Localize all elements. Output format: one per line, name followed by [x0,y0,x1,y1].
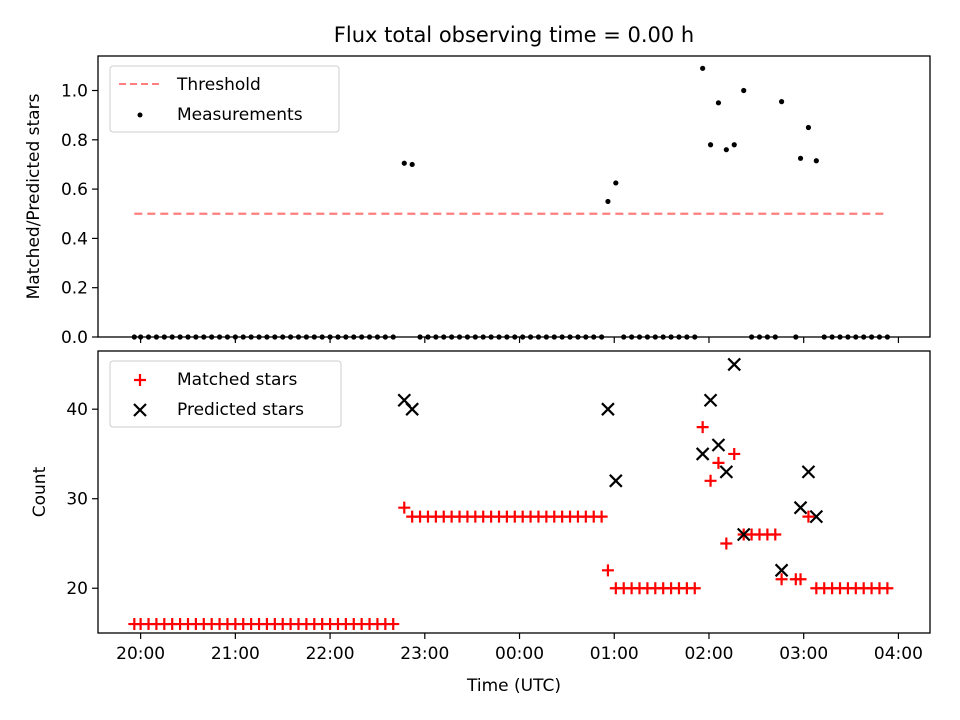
matched-star-marker [704,474,717,487]
matched-star-marker [881,582,894,595]
measurement-point [723,147,729,153]
top-y-tick-label: 0.4 [61,229,88,249]
predicted-star-marker [711,438,726,452]
legend-predicted-label: Predicted stars [177,400,304,420]
bottom-y-tick-label: 30 [66,490,88,510]
legend-measurements-label: Measurements [177,105,303,125]
top-y-tick-label: 0.8 [61,131,88,151]
matched-star-marker [696,421,709,434]
matched-star-marker [802,510,815,523]
bottom-x-tick-label: 04:00 [874,644,923,664]
measurement-point [700,65,706,71]
top-axes: 0.0 0.2 0.4 0.6 0.8 1.0 Matched/Predicted sta… [24,55,931,348]
predicted-star-marker [801,465,816,479]
predicted-star-marker [405,402,419,416]
measurement-point [731,142,737,148]
top-y-tick-label: 0.2 [61,279,88,299]
bottom-x-axis-label: Time (UTC) [466,676,561,696]
bottom-x-tick-label: 21:00 [211,644,260,664]
matched-star-marker [794,573,807,586]
predicted-star-marker [601,402,615,416]
bottom-legend-box [109,360,342,428]
bottom-legend: Matched stars Predicted stars [109,360,342,428]
measurement-point [401,160,407,166]
matched-star-marker [712,456,725,469]
measurement-point [778,99,785,105]
predicted-star-marker [703,393,718,408]
predicted-star-marker [809,509,824,524]
bottom-x-ticks: 20:00 21:00 22:00 23:00 00:00 01:00 02:00 03:00… [116,633,923,664]
measurement-point [797,155,804,161]
legend-matched-label: Matched stars [177,370,297,390]
legend-matched-swatch [134,374,146,386]
matched-star-marker [769,528,782,541]
bottom-x-tick-label: 01:00 [590,644,639,664]
bottom-y-axis-label: Count [30,466,50,517]
predicted-star-marker [719,465,734,479]
legend-predicted-swatch [133,403,147,417]
predicted-star-marker [727,357,742,372]
bottom-x-tick-label: 03:00 [779,644,828,664]
measurement-point [715,100,722,106]
measurement-point [605,198,611,205]
top-x-ticks [140,337,900,343]
matched-star-marker [595,510,608,523]
top-axes-frame [97,55,931,338]
measurement-point [707,142,714,148]
predicted-star-marker [695,447,710,461]
bottom-x-tick-label: 02:00 [684,644,733,664]
matched-star-marker [398,501,411,514]
predicted-star-marker [793,500,808,515]
measurement-point [813,158,819,164]
top-y-tick-label: 0.6 [61,180,88,200]
bottom-axes: 20:00 21:00 22:00 23:00 00:00 01:00 02:00 03:00… [30,350,931,696]
measurement-point [409,161,415,168]
bottom-x-tick-label: 20:00 [116,644,165,664]
top-y-axis-label: Matched/Predicted stars [24,93,44,299]
bottom-x-tick-label: 00:00 [495,644,544,664]
bottom-plot-marks [128,357,894,631]
predicted-star-marker [736,527,751,542]
bottom-x-tick-label: 22:00 [306,644,355,664]
bottom-axes-frame [97,350,931,634]
top-y-ticks: 0.0 0.2 0.4 0.6 0.8 1.0 [61,82,98,348]
bottom-y-tick-label: 40 [66,400,88,420]
matched-star-marker [728,447,741,460]
top-legend-box [109,65,340,133]
predicted-star-marker [774,563,789,578]
measurement-point [741,87,747,94]
top-y-tick-label: 0.0 [61,328,88,348]
measurement-point [613,180,619,186]
matched-star-marker [688,582,701,595]
legend-measurements-swatch [137,112,143,118]
matched-star-marker [720,537,733,550]
top-legend: Threshold Measurements [109,65,340,133]
figure-title: Flux total observing time = 0.00 h [334,23,694,47]
legend-threshold-label: Threshold [176,75,261,95]
matched-star-marker [775,573,788,586]
matched-star-marker [601,564,614,577]
matched-star-marker [387,618,400,631]
bottom-x-tick-label: 23:00 [400,644,449,664]
bottom-y-ticks: 20 30 40 [66,400,98,599]
measurement-point [805,124,812,131]
top-y-tick-label: 1.0 [61,82,88,102]
predicted-star-marker [609,474,623,488]
bottom-y-tick-label: 20 [66,579,88,599]
